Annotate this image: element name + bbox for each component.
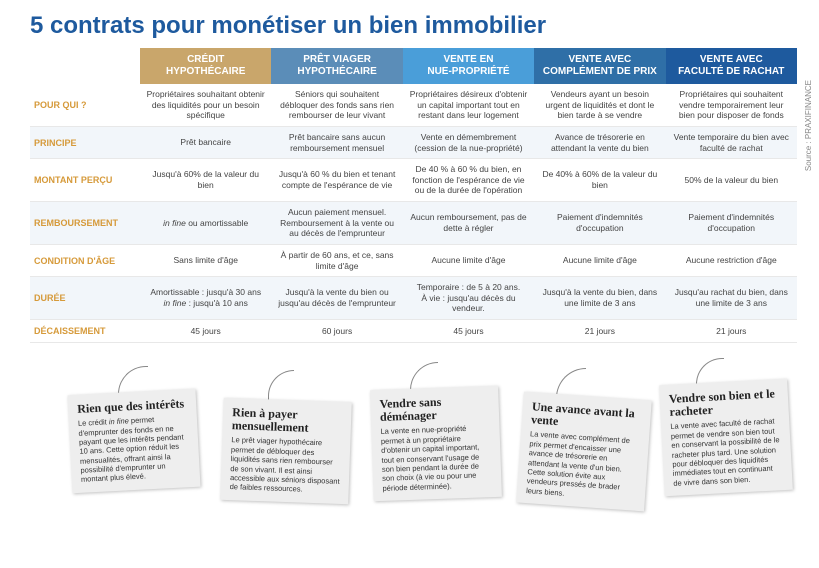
table-cell: Amortissable : jusqu'à 30 ansin fine : j… <box>140 277 271 320</box>
table-cell: 21 jours <box>534 320 665 343</box>
info-note: Une avance avant la venteLa vente avec c… <box>516 392 651 512</box>
table-cell: Aucun paiement mensuel. Remboursement à … <box>271 202 402 245</box>
table-cell: in fine ou amortissable <box>140 202 271 245</box>
note-body: La vente avec faculté de rachat permet d… <box>670 417 783 488</box>
note-title: Rien à payer mensuellement <box>232 406 343 436</box>
table-cell: Propriétaires qui souhaitent vendre temp… <box>666 84 797 126</box>
note-body: La vente en nue-propriété permet à un pr… <box>380 423 492 492</box>
table-cell: Séniors qui souhaitent débloquer des fon… <box>271 84 402 126</box>
page-title: 5 contrats pour monétiser un bien immobi… <box>0 0 819 48</box>
table-cell: Jusqu'au rachat du bien, dans une limite… <box>666 277 797 320</box>
table-cell: Jusqu'à la vente du bien, dans une limit… <box>534 277 665 320</box>
note-pointer <box>118 366 148 394</box>
table-cell: Aucune restriction d'âge <box>666 244 797 276</box>
note-pointer <box>410 362 438 390</box>
info-note: Vendre sans déménagerLa vente en nue-pro… <box>370 386 502 501</box>
table-cell: Jusqu'à la vente du bien ou jusqu'au déc… <box>271 277 402 320</box>
column-header: CRÉDITHYPOTHÉCAIRE <box>140 48 271 84</box>
column-header: PRÊT VIAGERHYPOTHÉCAIRE <box>271 48 402 84</box>
table-cell: Propriétaires souhaitant obtenir des liq… <box>140 84 271 126</box>
column-header: VENTE ENNUE-PROPRIÉTÉ <box>403 48 534 84</box>
table-cell: Prêt bancaire sans aucun remboursement m… <box>271 126 402 158</box>
note-body: La vente avec complément de prix permet … <box>526 430 640 503</box>
table-cell: Vente en démembrement (cession de la nue… <box>403 126 534 158</box>
row-label: DURÉE <box>30 277 140 320</box>
comparison-table-wrap: CRÉDITHYPOTHÉCAIREPRÊT VIAGERHYPOTHÉCAIR… <box>0 48 819 343</box>
column-header: VENTE AVECCOMPLÉMENT DE PRIX <box>534 48 665 84</box>
row-label: CONDITION D'ÂGE <box>30 244 140 276</box>
table-cell: De 40% à 60% de la valeur du bien <box>534 159 665 202</box>
table-cell: 45 jours <box>140 320 271 343</box>
table-cell: 60 jours <box>271 320 402 343</box>
table-cell: Temporaire : de 5 à 20 ans.À vie : jusqu… <box>403 277 534 320</box>
comparison-table: CRÉDITHYPOTHÉCAIREPRÊT VIAGERHYPOTHÉCAIR… <box>30 48 797 343</box>
info-note: Rien que des intérêtsLe crédit in fine p… <box>68 389 201 493</box>
note-title: Vendre sans déménager <box>379 394 490 424</box>
column-header: VENTE AVECFACULTÉ DE RACHAT <box>666 48 797 84</box>
table-cell: Avance de trésorerie en attendant la ven… <box>534 126 665 158</box>
note-title: Une avance avant la vente <box>531 400 643 434</box>
table-cell: 21 jours <box>666 320 797 343</box>
table-cell: Aucun remboursement, pas de dette à régl… <box>403 202 534 245</box>
info-note: Rien à payer mensuellementLe prêt viager… <box>220 398 351 504</box>
table-cell: 45 jours <box>403 320 534 343</box>
note-body: Le crédit in fine permet d'emprunter des… <box>78 413 191 484</box>
note-title: Vendre son bien et le racheter <box>669 387 780 419</box>
table-cell: Prêt bancaire <box>140 126 271 158</box>
table-cell: Paiement d'indemnités d'occupation <box>666 202 797 245</box>
table-cell: À partir de 60 ans, et ce, sans limite d… <box>271 244 402 276</box>
table-cell: Paiement d'indemnités d'occupation <box>534 202 665 245</box>
row-label: POUR QUI ? <box>30 84 140 126</box>
note-pointer <box>268 370 294 402</box>
table-cell: Propriétaires désireux d'obtenir un capi… <box>403 84 534 126</box>
table-cell: Aucune limite d'âge <box>534 244 665 276</box>
source-label: Source : PRAXIFINANCE <box>804 80 813 171</box>
note-pointer <box>696 358 724 384</box>
row-label: MONTANT PERÇU <box>30 159 140 202</box>
table-cell: Aucune limite d'âge <box>403 244 534 276</box>
table-cell: Jusqu'à 60 % du bien et tenant compte de… <box>271 159 402 202</box>
row-label: REMBOURSEMENT <box>30 202 140 245</box>
note-body: Le prêt viager hypothécaire permet de dé… <box>230 435 342 495</box>
table-cell: Vente temporaire du bien avec faculté de… <box>666 126 797 158</box>
table-cell: Vendeurs ayant un besoin urgent de liqui… <box>534 84 665 126</box>
table-cell: Sans limite d'âge <box>140 244 271 276</box>
table-cell: De 40 % à 60 % du bien, en fonction de l… <box>403 159 534 202</box>
table-cell: Jusqu'à 60% de la valeur du bien <box>140 159 271 202</box>
row-label: DÉCAISSEMENT <box>30 320 140 343</box>
info-note: Vendre son bien et le racheterLa vente a… <box>659 379 793 497</box>
row-label: PRINCIPE <box>30 126 140 158</box>
table-cell: 50% de la valeur du bien <box>666 159 797 202</box>
